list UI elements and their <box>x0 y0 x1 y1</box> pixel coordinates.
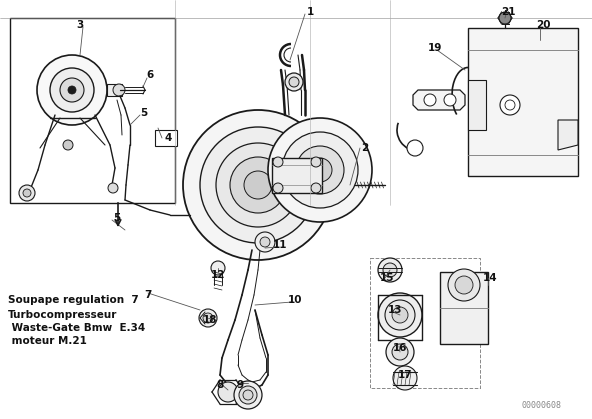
Circle shape <box>113 84 125 96</box>
Circle shape <box>230 157 286 213</box>
Circle shape <box>385 300 415 330</box>
Text: 8: 8 <box>216 380 224 390</box>
Circle shape <box>239 386 257 404</box>
Bar <box>370 258 480 388</box>
Circle shape <box>499 12 511 24</box>
Bar <box>155 130 177 146</box>
Text: 9: 9 <box>236 380 243 390</box>
Circle shape <box>500 95 520 115</box>
Text: 5: 5 <box>140 108 147 118</box>
Circle shape <box>23 189 31 197</box>
Circle shape <box>200 127 316 243</box>
Text: 20: 20 <box>536 20 550 30</box>
Text: 18: 18 <box>202 315 217 325</box>
Text: moteur M.21: moteur M.21 <box>8 336 87 346</box>
Circle shape <box>37 55 107 125</box>
Circle shape <box>289 77 299 87</box>
Text: 1: 1 <box>307 7 314 17</box>
Circle shape <box>296 146 344 194</box>
Bar <box>468 80 486 130</box>
Circle shape <box>203 313 213 323</box>
Circle shape <box>19 185 35 201</box>
Circle shape <box>234 381 262 409</box>
Circle shape <box>311 183 321 193</box>
Polygon shape <box>558 120 578 150</box>
Bar <box>440 272 488 344</box>
Circle shape <box>392 344 408 360</box>
Text: 00000608: 00000608 <box>522 401 562 410</box>
Circle shape <box>268 118 372 222</box>
Circle shape <box>407 140 423 156</box>
Circle shape <box>386 338 414 366</box>
Text: 4: 4 <box>165 133 172 143</box>
Circle shape <box>448 269 480 301</box>
Circle shape <box>183 110 333 260</box>
Bar <box>107 84 122 96</box>
Circle shape <box>273 157 283 167</box>
Circle shape <box>378 258 402 282</box>
Circle shape <box>50 68 94 112</box>
Circle shape <box>444 94 456 106</box>
Circle shape <box>455 276 473 294</box>
Circle shape <box>255 232 275 252</box>
Text: Soupape regulation  7: Soupape regulation 7 <box>8 295 139 305</box>
Circle shape <box>282 132 358 208</box>
Circle shape <box>311 157 321 167</box>
Circle shape <box>244 171 272 199</box>
Text: 14: 14 <box>482 273 497 283</box>
Text: 10: 10 <box>288 295 303 305</box>
Circle shape <box>308 158 332 182</box>
Text: 21: 21 <box>501 7 515 17</box>
Circle shape <box>108 183 118 193</box>
Circle shape <box>383 263 397 277</box>
Text: 7: 7 <box>144 290 152 300</box>
Circle shape <box>505 100 515 110</box>
Text: 15: 15 <box>379 273 394 283</box>
Circle shape <box>63 140 73 150</box>
Text: 3: 3 <box>76 20 83 30</box>
Text: 17: 17 <box>398 370 412 380</box>
Text: Waste-Gate Bmw  E.34: Waste-Gate Bmw E.34 <box>8 323 145 333</box>
Circle shape <box>393 366 417 390</box>
Polygon shape <box>413 90 465 110</box>
Text: 5: 5 <box>114 213 121 223</box>
Circle shape <box>218 382 238 402</box>
Circle shape <box>211 261 225 275</box>
Bar <box>468 28 578 176</box>
Text: 2: 2 <box>361 143 369 153</box>
Circle shape <box>392 307 408 323</box>
Bar <box>10 18 175 203</box>
Circle shape <box>285 73 303 91</box>
Text: 11: 11 <box>273 240 287 250</box>
Circle shape <box>60 78 84 102</box>
Text: 16: 16 <box>392 343 407 353</box>
Circle shape <box>424 94 436 106</box>
Circle shape <box>243 390 253 400</box>
Text: 12: 12 <box>211 270 225 280</box>
Text: 13: 13 <box>388 305 402 315</box>
Circle shape <box>260 237 270 247</box>
Bar <box>272 158 322 193</box>
Text: 6: 6 <box>146 70 154 80</box>
Circle shape <box>216 143 300 227</box>
Circle shape <box>68 86 76 94</box>
Circle shape <box>378 293 422 337</box>
Text: Turbocompresseur: Turbocompresseur <box>8 310 117 320</box>
Circle shape <box>199 309 217 327</box>
Circle shape <box>273 183 283 193</box>
Text: 19: 19 <box>428 43 442 53</box>
